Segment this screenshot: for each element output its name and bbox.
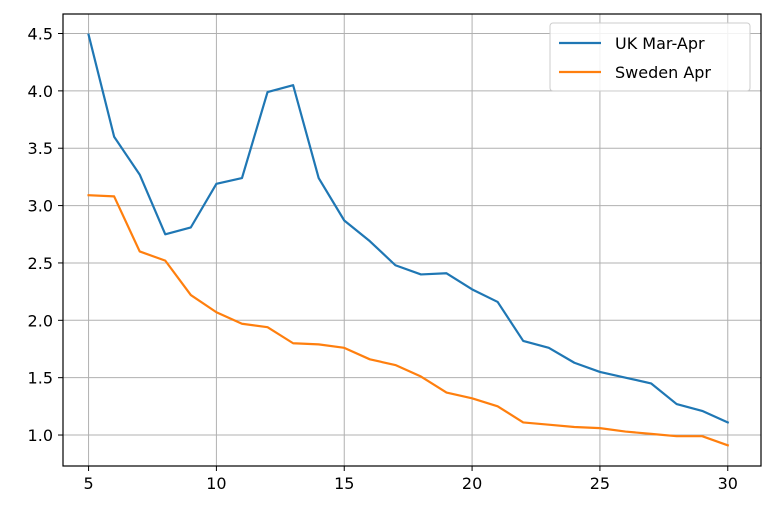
y-tick-label: 1.5 <box>28 369 53 388</box>
legend: UK Mar-Apr Sweden Apr <box>549 22 751 92</box>
y-tick-label: 1.0 <box>28 426 53 445</box>
x-tick-label: 25 <box>590 474 610 493</box>
plot-frame <box>62 13 762 467</box>
y-tick-label: 3.0 <box>28 197 53 216</box>
legend-box <box>549 22 751 92</box>
axis-ticks: 5 10 15 20 25 30 1.0 1.5 2.0 2.5 3.0 3.5 4.0 4.5 <box>28 25 738 493</box>
legend-label-1: Sweden Apr <box>615 63 711 82</box>
y-tick-label: 4.5 <box>28 25 53 44</box>
y-tick-label: 2.0 <box>28 311 53 330</box>
y-tick-label: 4.0 <box>28 82 53 101</box>
y-tick-label: 3.5 <box>28 139 53 158</box>
x-tick-label: 20 <box>462 474 482 493</box>
x-tick-label: 10 <box>206 474 226 493</box>
y-tick-label: 2.5 <box>28 254 53 273</box>
x-tick-label: 15 <box>334 474 354 493</box>
x-tick-label: 5 <box>83 474 93 493</box>
x-tick-label: 30 <box>718 474 738 493</box>
series-layer <box>87 33 730 447</box>
legend-label-0: UK Mar-Apr <box>615 34 705 53</box>
series-line-0 <box>87 33 730 424</box>
series-line-1 <box>87 194 730 447</box>
